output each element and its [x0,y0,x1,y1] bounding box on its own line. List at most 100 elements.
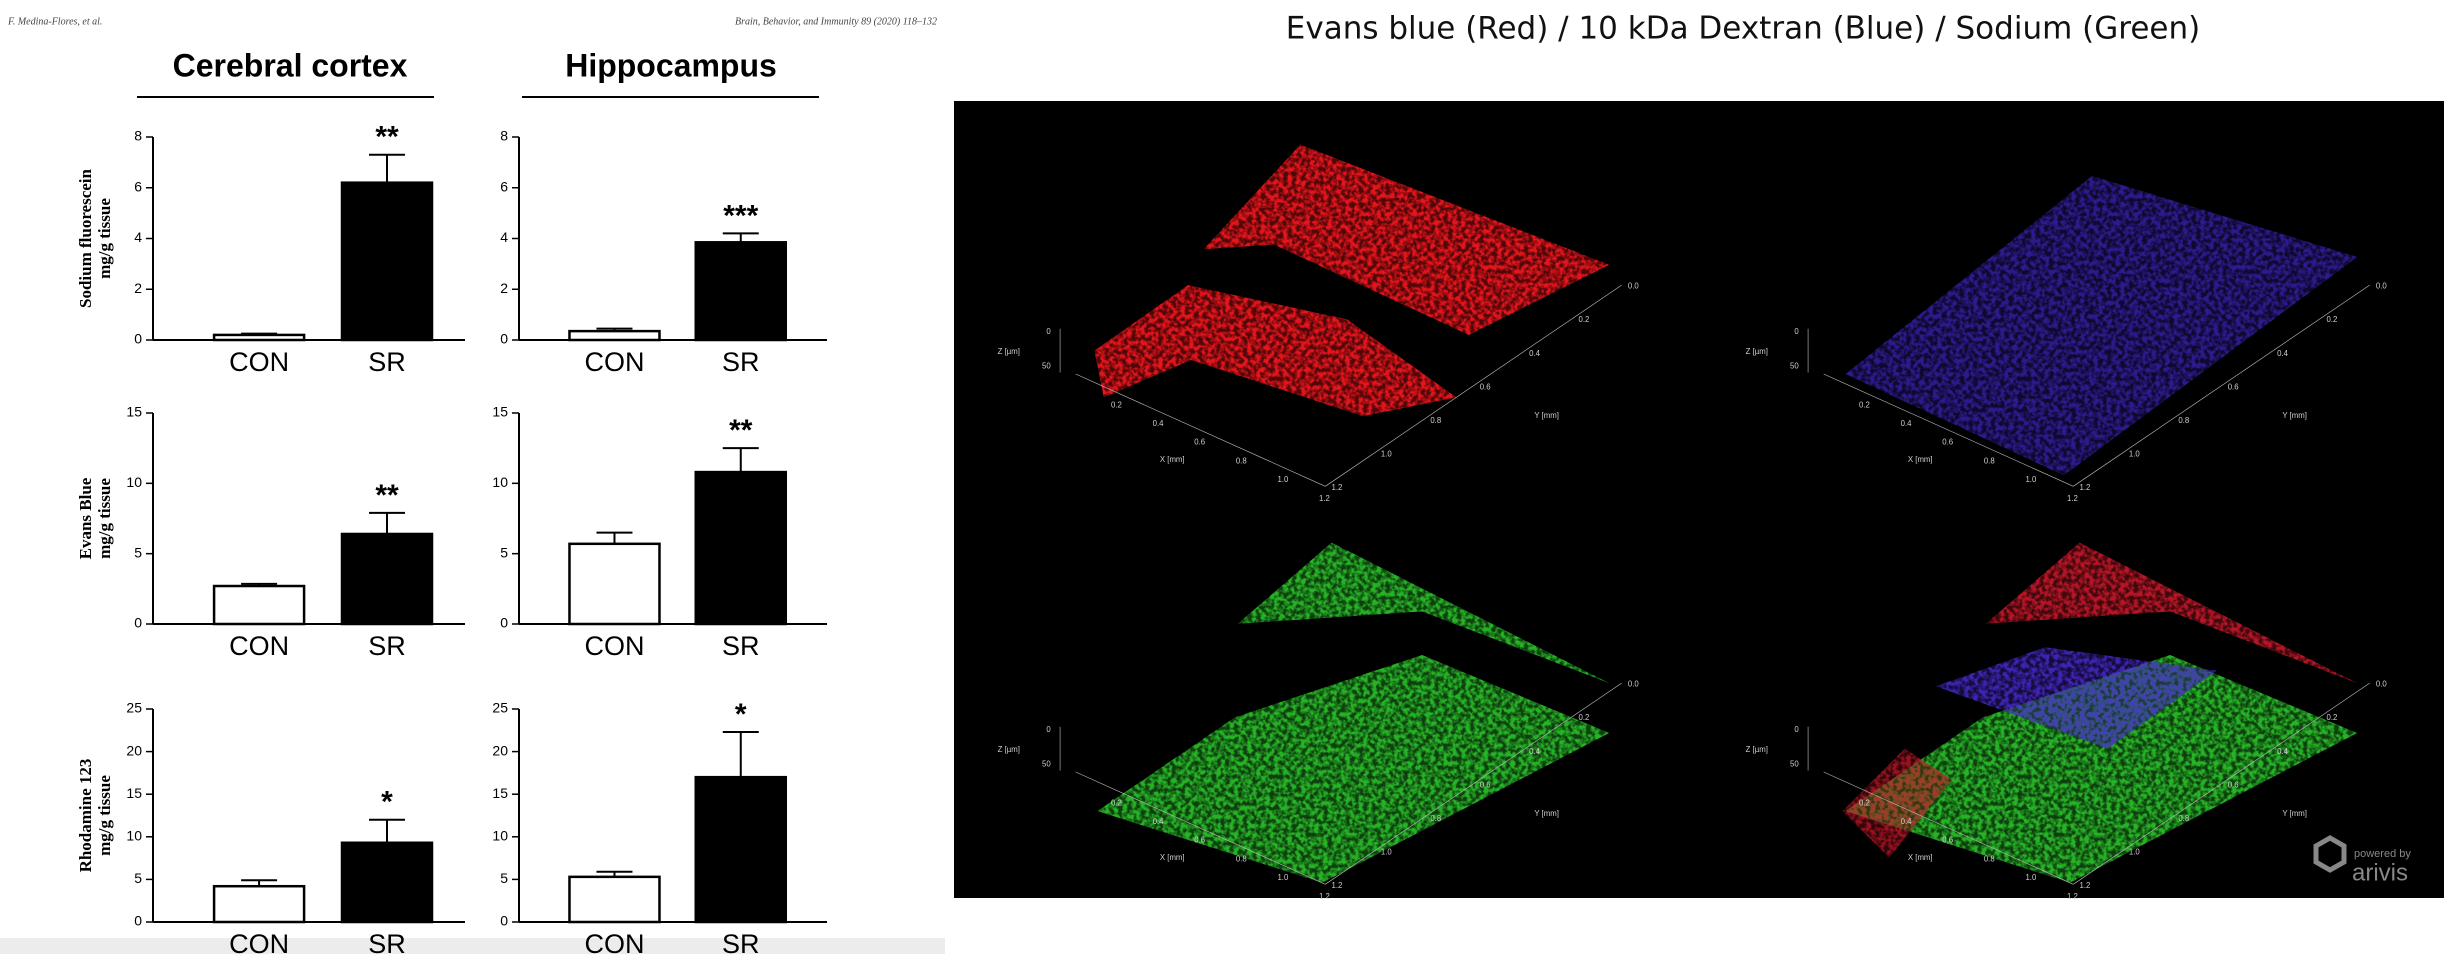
render-tick-label: 0.8 [1984,854,1995,863]
render-tick-label: 0.8 [1430,416,1441,425]
render-tick-label: 0.2 [1859,798,1870,807]
significance-label: * [735,698,747,731]
render-tick-label: 50 [1042,361,1051,370]
render-volume [1203,144,1610,335]
figure-background [0,0,945,938]
render-axis-label: Z [µm] [998,347,1020,356]
render-tick-label: 0.8 [1236,456,1247,465]
y-tick-label: 15 [492,404,508,420]
y-axis-label: mg/g tissue [95,198,114,279]
y-tick-label: 2 [500,280,508,296]
render-panel: Z [µm] 0 50 0.2 0.4 0.6 0.8 1.0 1.2 X [mm] 0.0 0.2 0… [1746,542,2387,901]
bar-chart: 0 2 4 6 8 Sodium fluorescein mg/g tissue CON SR *… [76,121,465,377]
x-tick-label: CON [229,347,289,377]
render-axis [1325,682,1622,885]
x-tick-label: SR [368,631,406,661]
render-axis-label: X [mm] [1160,455,1185,464]
render-tick-label: 1.0 [1277,873,1289,882]
render-tick-label: 50 [1790,759,1799,768]
render-tick-label: 1.0 [1381,847,1393,856]
bar [694,241,788,342]
logo-mark [2313,835,2347,873]
render-tick-label: 0.4 [1153,419,1165,428]
significance-label: * [381,786,393,819]
bar [212,584,306,626]
x-tick-label: CON [584,347,644,377]
render-tick-label: 0.4 [1529,747,1541,756]
significance-label: *** [723,199,758,232]
render-axis [1325,284,1622,487]
bar [694,775,788,924]
render-tick-label: 50 [1790,361,1799,370]
render-tick-label: 0.4 [1901,419,1913,428]
render-axis-label: Y [mm] [2282,809,2307,818]
render-tick-label: 0.4 [2277,747,2289,756]
significance-label: ** [375,121,399,154]
render-tick-label: 1.2 [2067,892,2078,901]
render-tick-label: 0.0 [1628,680,1640,689]
render-tick-label: 0.4 [1529,349,1541,358]
logo-tagline: powered by [2354,848,2411,860]
render-tick-label: 0.4 [1901,817,1913,826]
render-axis [2073,682,2370,885]
render-tick-label: 0.6 [2228,382,2239,391]
bar [568,542,661,626]
y-axis-label: Sodium fluorescein [76,168,95,308]
render-tick-label: 0.8 [1236,854,1247,863]
y-tick-label: 8 [134,128,142,144]
render-title: Evans blue (Red) / 10 kDa Dextran (Blue)… [1286,11,2200,47]
render-tick-label: 0.6 [2228,780,2239,789]
bar [340,532,434,626]
y-tick-label: 10 [126,828,142,844]
render-axis-label: Y [mm] [1534,411,1559,420]
render-tick-label: 0.2 [2327,315,2338,324]
y-tick-label: 20 [492,742,508,758]
render-axis [1075,771,1326,885]
y-tick-label: 15 [126,785,142,801]
render-axis [1823,771,2074,885]
bar [212,884,306,924]
significance-label: ** [375,479,399,512]
y-tick-label: 5 [134,544,142,560]
y-tick-label: 0 [500,913,508,929]
column-title: Hippocampus [565,47,777,83]
render-panel: Z [µm] 0 50 0.2 0.4 0.6 0.8 1.0 1.2 X [mm] 0.0 0.2 0… [1746,175,2388,503]
render-tick-label: 0 [1794,725,1799,734]
y-tick-label: 5 [500,870,508,886]
render-tick-label: 0.4 [1153,817,1165,826]
render-tick-label: 1.0 [1277,475,1289,484]
render-tick-label: 0.8 [1984,456,1995,465]
y-tick-label: 25 [126,700,142,716]
render-tick-label: 0.0 [2376,282,2388,291]
render-tick-label: 1.2 [1332,483,1343,492]
y-tick-label: 8 [500,128,508,144]
render-tick-label: 0.0 [1628,282,1640,291]
render-tick-label: 0.6 [1194,438,1205,447]
y-tick-label: 0 [134,615,142,631]
render-volume [1237,542,1610,684]
y-tick-label: 5 [500,544,508,560]
y-axis-label: Rhodamine 123 [76,759,95,873]
bar-chart: 0 5 10 15 CON SR ** [492,404,827,661]
significance-label: ** [729,414,753,447]
y-axis-label: Evans Blue [76,477,95,559]
render-axis-label: X [mm] [1160,853,1185,862]
x-tick-label: CON [229,631,289,661]
render-tick-label: 0.6 [1942,438,1953,447]
render-axis-label: Y [mm] [1534,809,1559,818]
y-axis-label: mg/g tissue [95,478,114,559]
render-tick-label: 0.2 [1859,400,1870,409]
render-tick-label: 1.2 [2080,483,2091,492]
render-tick-label: 50 [1042,759,1051,768]
y-tick-label: 10 [492,828,508,844]
render-tick-label: 1.2 [2080,881,2091,890]
render-volume [1936,647,2217,749]
render-tick-label: 0 [1046,327,1051,336]
render-tick-label: 1.2 [2067,494,2078,503]
bar-chart: 0 5 10 15 Evans Blue mg/g tissue CON SR ** [76,404,465,661]
y-tick-label: 15 [492,785,508,801]
x-tick-label: SR [368,347,406,377]
render-axis-label: X [mm] [1908,853,1933,862]
